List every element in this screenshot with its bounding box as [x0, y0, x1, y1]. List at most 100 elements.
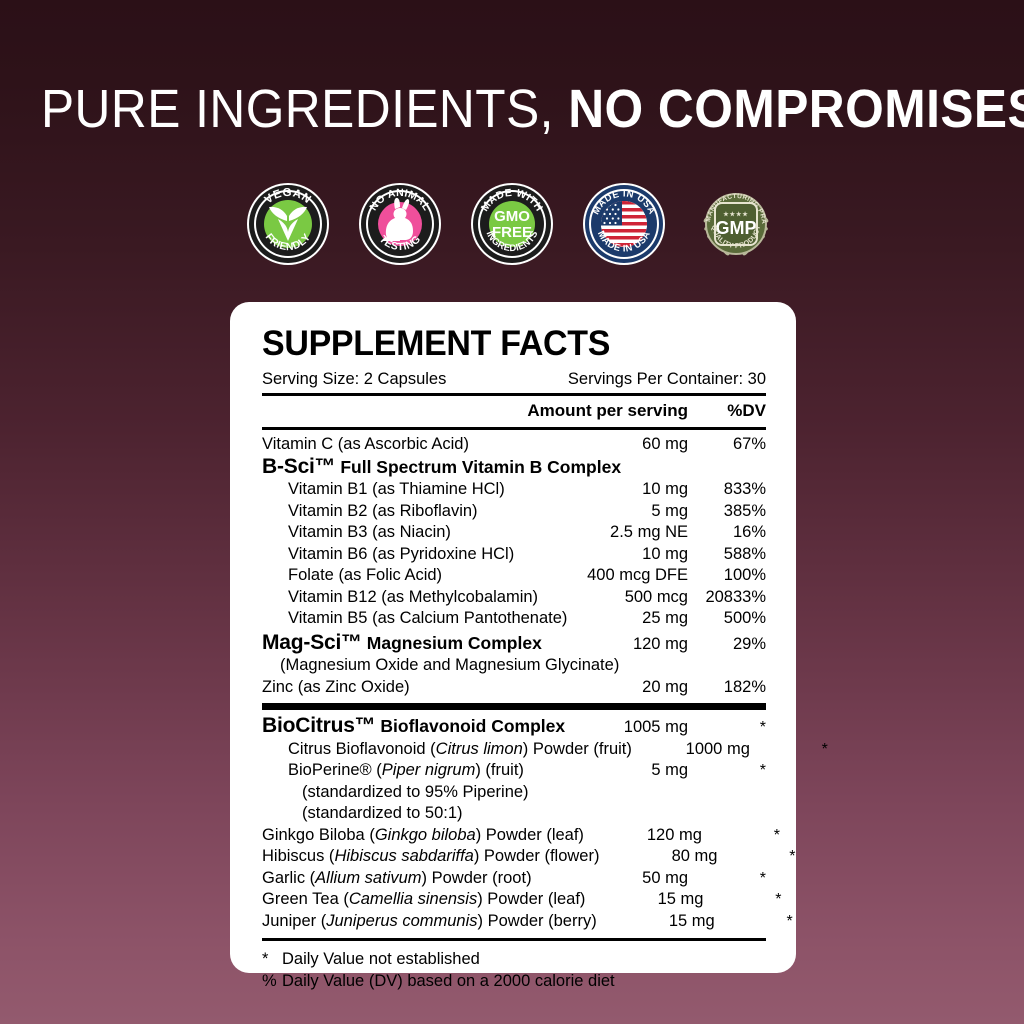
- nutrient-dv: 385%: [723, 501, 766, 520]
- table-row: Vitamin B2 (as Riboflavin) 5 mg 385%: [262, 501, 766, 523]
- nutrient-amount: 1000 mg: [685, 739, 750, 758]
- column-header-amount: Amount per serving: [527, 401, 688, 420]
- nutrient-dv: 182%: [723, 677, 766, 696]
- divider-top: [262, 393, 766, 396]
- servings-per-container: Servings Per Container: 30: [567, 370, 766, 388]
- nutrient-amount: 25 mg: [642, 609, 688, 627]
- nutrient-amount: 400 mcg DFE: [587, 566, 688, 584]
- badge-no-animal-testing: NO ANIMAL TESTING: [359, 183, 441, 265]
- table-row: Hibiscus (Hibiscus sabdariffa) Powder (f…: [262, 846, 795, 868]
- nutrient-amount: 15 mg: [668, 911, 715, 930]
- nutrient-name-pre: Garlic (: [262, 868, 316, 887]
- nutrient-name-post: ) Powder (berry): [477, 911, 597, 930]
- nutrient-amount: 20 mg: [642, 677, 688, 696]
- nutrient-dv: *: [759, 869, 766, 887]
- nutrient-dv: *: [775, 891, 782, 908]
- table-row: Citrus Bioflavonoid (Citrus limon) Powde…: [262, 739, 828, 761]
- brand-name-magsci: Mag-Sci™: [262, 630, 362, 654]
- table-row: Green Tea (Camellia sinensis) Powder (le…: [262, 889, 781, 911]
- usa-flag-icon: [601, 201, 647, 247]
- table-row: Ginkgo Biloba (Ginkgo biloba) Powder (le…: [262, 825, 780, 847]
- divider-header: [262, 427, 766, 430]
- nutrient-amount: 80 mg: [671, 847, 718, 865]
- nutrient-amount: 15 mg: [657, 890, 704, 908]
- nutrient-name-pre: BioPerine® (: [288, 761, 382, 779]
- nutrient-dv: *: [759, 719, 766, 736]
- nutrient-name-post: ) Powder (flower): [473, 847, 600, 865]
- page-headline: PURE INGREDIENTS, NO COMPROMISES: [40, 78, 1024, 140]
- serving-info-row: Serving Size: 2 Capsules Servings Per Co…: [262, 368, 766, 393]
- nutrient-amount: 120 mg: [646, 825, 702, 844]
- nutrient-amount: 500 mcg: [624, 587, 688, 606]
- table-row: Vitamin C (as Ascorbic Acid) 60 mg 67%: [262, 434, 766, 456]
- nutrient-amount: 50 mg: [642, 868, 688, 887]
- bioperine-standardization-note-2: (standardized to 50:1): [302, 804, 463, 822]
- table-row: Vitamin B3 (as Niacin) 2.5 mg NE 16%: [262, 522, 766, 544]
- nutrient-amount: 10 mg: [642, 480, 688, 498]
- nutrient-name-post: ) (fruit): [475, 761, 524, 779]
- supplement-facts-panel: SUPPLEMENT FACTS Serving Size: 2 Capsule…: [230, 302, 828, 990]
- table-row: Vitamin B6 (as Pyridoxine HCl) 10 mg 588…: [262, 544, 766, 566]
- table-row: Vitamin B5 (as Calcium Pantothenate) 25 …: [262, 608, 766, 630]
- footnote-text: Daily Value not established: [282, 950, 480, 968]
- nutrient-name-post: ) Powder (fruit): [522, 739, 632, 758]
- nutrient-name-pre: Green Tea (: [262, 890, 349, 908]
- nutrient-name: Vitamin B6 (as Pyridoxine HCl): [288, 544, 515, 563]
- badge-vegan-friendly: VEGAN FRIENDLY: [247, 183, 329, 265]
- nutrient-section-botanicals: BioCitrus™ Bioflavonoid Complex 1005 mg …: [262, 710, 828, 933]
- nutrient-name-pre: Ginkgo Biloba (: [262, 825, 375, 844]
- brand-rest-bsci: Full Spectrum Vitamin B Complex: [335, 456, 622, 477]
- table-row-brand-biocitrus: BioCitrus™ Bioflavonoid Complex 1005 mg …: [262, 715, 766, 739]
- brand-rest-magsci: Magnesium Complex: [361, 632, 542, 653]
- nutrient-name-post: ) Powder (leaf): [477, 890, 586, 908]
- badge-gmo-free: GMO FREE MADE WITH INGREDIENTS: [471, 183, 553, 265]
- nutrient-amount: 2.5 mg NE: [610, 523, 688, 541]
- table-row: Folate (as Folic Acid) 400 mcg DFE 100%: [262, 565, 766, 587]
- nutrient-name: Folate (as Folic Acid): [288, 566, 443, 584]
- nutrient-dv: 500%: [723, 609, 766, 627]
- table-row: Vitamin B1 (as Thiamine HCl) 10 mg 833%: [262, 479, 766, 501]
- brand-rest-biocitrus: Bioflavonoid Complex: [375, 716, 566, 736]
- nutrient-dv: *: [773, 826, 780, 844]
- nutrient-amount: 5 mg: [651, 761, 688, 779]
- magnesium-source-note: (Magnesium Oxide and Magnesium Glycinate…: [280, 656, 620, 674]
- latin-name: Piper nigrum: [381, 761, 476, 779]
- nutrient-name: Vitamin C (as Ascorbic Acid): [262, 435, 469, 453]
- nutrient-name: Vitamin B3 (as Niacin): [288, 523, 451, 541]
- nutrient-amount: 1005 mg: [623, 718, 688, 736]
- column-header-dv: %DV: [727, 401, 766, 420]
- badge-made-in-usa: MADE IN USA MADE IN USA: [583, 183, 665, 265]
- latin-name: Citrus limon: [435, 739, 523, 758]
- footnote-daily-value-basis: % Daily Value (DV) based on a 2000 calor…: [262, 970, 766, 992]
- nutrient-name-pre: Juniper (: [262, 911, 327, 930]
- nutrient-name: Zinc (as Zinc Oxide): [262, 677, 410, 696]
- bioperine-standardization-note-1: (standardized to 95% Piperine): [302, 782, 529, 801]
- nutrient-dv: 588%: [723, 544, 766, 563]
- table-row: BioPerine® (Piper nigrum) (fruit) 5 mg *: [262, 760, 766, 782]
- nutrient-dv: *: [786, 912, 793, 930]
- headline-light-text: PURE INGREDIENTS,: [40, 79, 554, 139]
- table-row: Juniper (Juniperus communis) Powder (ber…: [262, 911, 793, 933]
- divider-footnotes: [262, 938, 766, 941]
- column-header-row: Amount per serving %DV: [262, 396, 766, 427]
- table-row: Garlic (Allium sativum) Powder (root) 50…: [262, 868, 766, 890]
- latin-name: Ginkgo biloba: [374, 825, 476, 844]
- nutrient-name-post: ) Powder (root): [421, 868, 532, 887]
- nutrient-dv: 67%: [732, 435, 766, 453]
- nutrient-name-post: ) Powder (leaf): [475, 825, 584, 844]
- nutrient-name: Vitamin B1 (as Thiamine HCl): [288, 480, 505, 498]
- nutrient-name: Vitamin B2 (as Riboflavin): [288, 501, 478, 520]
- nutrient-dv: *: [759, 762, 766, 779]
- latin-name: Juniperus communis: [326, 911, 478, 930]
- nutrient-amount: 60 mg: [642, 435, 688, 453]
- nutrient-dv: 29%: [732, 634, 766, 653]
- latin-name: Allium sativum: [315, 868, 422, 887]
- nutrient-name-pre: Hibiscus (: [262, 847, 335, 865]
- footnote-text: Daily Value (DV) based on a 2000 calorie…: [282, 972, 615, 990]
- brand-name-bsci: B-Sci™: [262, 454, 336, 478]
- nutrient-dv: 16%: [732, 523, 766, 541]
- nutrient-section-vitamins: Vitamin C (as Ascorbic Acid) 60 mg 67% B…: [262, 430, 766, 698]
- brand-name-biocitrus: BioCitrus™: [262, 714, 376, 737]
- supplement-facts-title: SUPPLEMENT FACTS: [262, 324, 611, 363]
- footnote-daily-value-not-established: * Daily Value not established: [262, 948, 766, 970]
